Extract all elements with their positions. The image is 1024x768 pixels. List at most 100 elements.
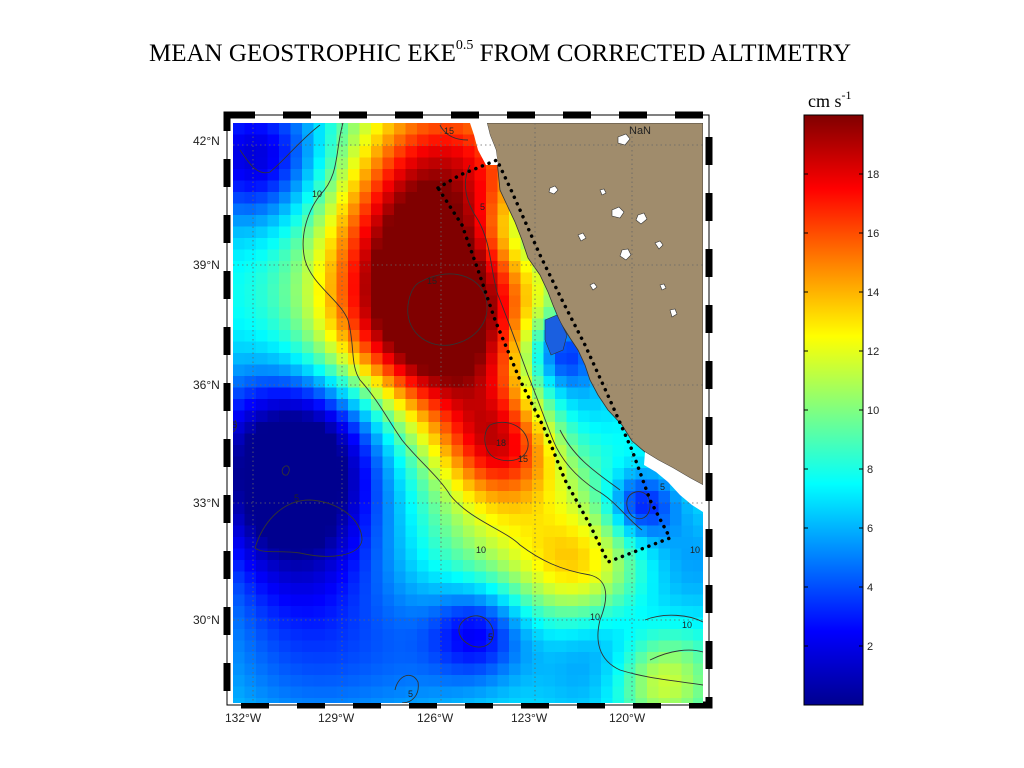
eke-cell bbox=[486, 594, 499, 607]
eke-cell bbox=[382, 445, 395, 458]
eke-cell bbox=[474, 686, 487, 699]
eke-cell bbox=[233, 525, 246, 538]
eke-cell bbox=[359, 410, 372, 423]
eke-cell bbox=[302, 456, 315, 469]
eke-cell bbox=[532, 387, 545, 400]
eke-cell bbox=[394, 353, 407, 366]
eke-cell bbox=[417, 341, 430, 354]
eke-cell bbox=[233, 560, 246, 573]
eke-cell bbox=[497, 514, 510, 527]
eke-cell bbox=[325, 203, 338, 216]
eke-cell bbox=[463, 410, 476, 423]
eke-cell bbox=[440, 399, 453, 412]
eke-cell bbox=[359, 640, 372, 653]
eke-cell bbox=[267, 571, 280, 584]
eke-cell bbox=[382, 560, 395, 573]
eke-cell bbox=[520, 433, 533, 446]
eke-cell bbox=[336, 652, 349, 665]
eke-cell bbox=[233, 606, 246, 619]
eke-cell bbox=[624, 502, 637, 515]
eke-cell bbox=[543, 514, 556, 527]
eke-cell bbox=[244, 134, 257, 147]
eke-cell bbox=[670, 606, 683, 619]
eke-cell bbox=[348, 537, 361, 550]
eke-cell bbox=[555, 548, 568, 561]
eke-cell bbox=[348, 249, 361, 262]
eke-cell bbox=[497, 617, 510, 630]
eke-cell bbox=[440, 583, 453, 596]
eke-cell bbox=[601, 583, 614, 596]
eke-cell bbox=[359, 134, 372, 147]
eke-cell bbox=[417, 318, 430, 331]
eke-cell bbox=[325, 295, 338, 308]
eke-cell bbox=[244, 226, 257, 239]
eke-cell bbox=[543, 479, 556, 492]
eke-cell bbox=[244, 686, 257, 699]
eke-cell bbox=[589, 675, 602, 688]
eke-cell bbox=[543, 491, 556, 504]
eke-cell bbox=[532, 514, 545, 527]
eke-cell bbox=[256, 571, 269, 584]
eke-cell bbox=[463, 284, 476, 297]
eke-cell bbox=[578, 617, 591, 630]
eke-cell bbox=[670, 629, 683, 642]
eke-cell bbox=[428, 675, 441, 688]
eke-cell bbox=[336, 491, 349, 504]
eke-cell bbox=[647, 663, 660, 676]
eke-cell bbox=[405, 318, 418, 331]
eke-cell bbox=[463, 295, 476, 308]
contour-label: 5 bbox=[232, 420, 237, 430]
eke-cell bbox=[624, 537, 637, 550]
eke-cell bbox=[290, 146, 303, 159]
eke-cell bbox=[348, 560, 361, 573]
eke-cell bbox=[233, 157, 246, 170]
eke-cell bbox=[647, 617, 660, 630]
eke-cell bbox=[451, 571, 464, 584]
eke-cell bbox=[279, 146, 292, 159]
eke-cell bbox=[451, 456, 464, 469]
eke-cell bbox=[336, 249, 349, 262]
eke-cell bbox=[348, 399, 361, 412]
eke-cell bbox=[440, 537, 453, 550]
eke-cell bbox=[267, 468, 280, 481]
eke-cell bbox=[647, 491, 660, 504]
eke-cell bbox=[313, 606, 326, 619]
eke-cell bbox=[382, 192, 395, 205]
eke-cell bbox=[394, 698, 407, 703]
eke-cell bbox=[290, 330, 303, 343]
eke-cell bbox=[267, 606, 280, 619]
eke-cell bbox=[474, 640, 487, 653]
eke-cell bbox=[348, 341, 361, 354]
eke-cell bbox=[256, 157, 269, 170]
eke-cell bbox=[566, 422, 579, 435]
eke-cell bbox=[244, 146, 257, 159]
eke-cell bbox=[382, 410, 395, 423]
eke-cell bbox=[624, 468, 637, 481]
eke-cell bbox=[279, 180, 292, 193]
eke-cell bbox=[578, 491, 591, 504]
eke-cell bbox=[681, 502, 694, 515]
eke-cell bbox=[302, 629, 315, 642]
eke-cell bbox=[509, 238, 522, 251]
eke-cell bbox=[417, 675, 430, 688]
eke-cell bbox=[520, 330, 533, 343]
eke-cell bbox=[290, 341, 303, 354]
eke-cell bbox=[348, 422, 361, 435]
eke-cell bbox=[256, 169, 269, 182]
eke-cell bbox=[486, 284, 499, 297]
eke-cell bbox=[474, 307, 487, 320]
eke-cell bbox=[325, 376, 338, 389]
eke-cell bbox=[313, 226, 326, 239]
eke-cell bbox=[543, 640, 556, 653]
eke-cell bbox=[555, 652, 568, 665]
eke-cell bbox=[451, 295, 464, 308]
eke-cell bbox=[233, 203, 246, 216]
eke-cell bbox=[325, 192, 338, 205]
eke-cell bbox=[244, 249, 257, 262]
eke-cell bbox=[279, 203, 292, 216]
eke-cell bbox=[348, 307, 361, 320]
eke-cell bbox=[486, 514, 499, 527]
eke-cell bbox=[348, 491, 361, 504]
eke-cell bbox=[382, 399, 395, 412]
eke-cell bbox=[394, 399, 407, 412]
